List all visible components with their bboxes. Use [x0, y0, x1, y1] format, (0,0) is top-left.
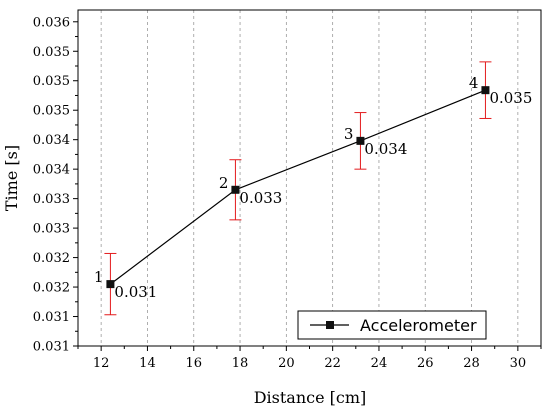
legend-marker: [326, 321, 334, 329]
point-value-label: 0.031: [114, 283, 157, 301]
series-layer: [104, 61, 492, 316]
y-tick-label: 0.036: [33, 15, 70, 30]
x-tick-label: 20: [278, 356, 295, 371]
y-tick-label: 0.033: [33, 192, 70, 207]
x-tick-label: 14: [139, 356, 156, 371]
legend: Accelerometer: [297, 310, 487, 340]
x-tick-label: 18: [232, 356, 249, 371]
plot-frame: [77, 9, 542, 347]
y-axis-label: Time [s]: [2, 145, 21, 211]
data-point: [106, 280, 115, 289]
grid: [100, 10, 519, 346]
x-tick-label: 24: [371, 356, 388, 371]
x-tick-label: 28: [463, 356, 480, 371]
data-point: [481, 86, 490, 95]
y-tick-label: 0.032: [33, 281, 70, 296]
x-ticks: 12 14 16 18 20 22 24 26 28 30: [77, 346, 542, 371]
point-value-label: 0.033: [239, 189, 282, 207]
y-ticks: 0.031 0.031 0.032 0.032 0.033 0.033 0.034 0.034…: [33, 15, 78, 355]
data-point: [231, 185, 240, 194]
point-index-label: 2: [219, 174, 229, 192]
x-tick-label: 12: [93, 356, 110, 371]
y-tick-label: 0.034: [33, 163, 70, 178]
point-index-label: 4: [469, 74, 479, 92]
y-tick-label: 0.033: [33, 222, 70, 237]
x-tick-label: 16: [185, 356, 202, 371]
legend-label: Accelerometer: [360, 316, 477, 335]
point-index-label: 3: [344, 125, 354, 143]
point-value-label: 0.034: [364, 140, 407, 158]
x-axis-label: Distance [cm]: [254, 388, 367, 407]
y-tick-label: 0.031: [33, 340, 70, 355]
y-tick-label: 0.035: [33, 74, 70, 89]
y-tick-label: 0.032: [33, 251, 70, 266]
y-tick-label: 0.031: [33, 310, 70, 325]
x-tick-label: 26: [417, 356, 434, 371]
plot-background: [78, 10, 541, 346]
x-tick-label: 22: [324, 356, 341, 371]
point-labels: 1 0.031 2 0.033 3 0.034 4 0.035: [94, 74, 533, 301]
series-line: [110, 89, 486, 285]
y-tick-label: 0.034: [33, 133, 70, 148]
point-value-label: 0.035: [489, 89, 532, 107]
data-point: [356, 136, 365, 145]
y-tick-label: 0.035: [33, 45, 70, 60]
y-tick-label: 0.035: [33, 104, 70, 119]
point-index-label: 1: [94, 268, 104, 286]
x-tick-label: 30: [510, 356, 527, 371]
